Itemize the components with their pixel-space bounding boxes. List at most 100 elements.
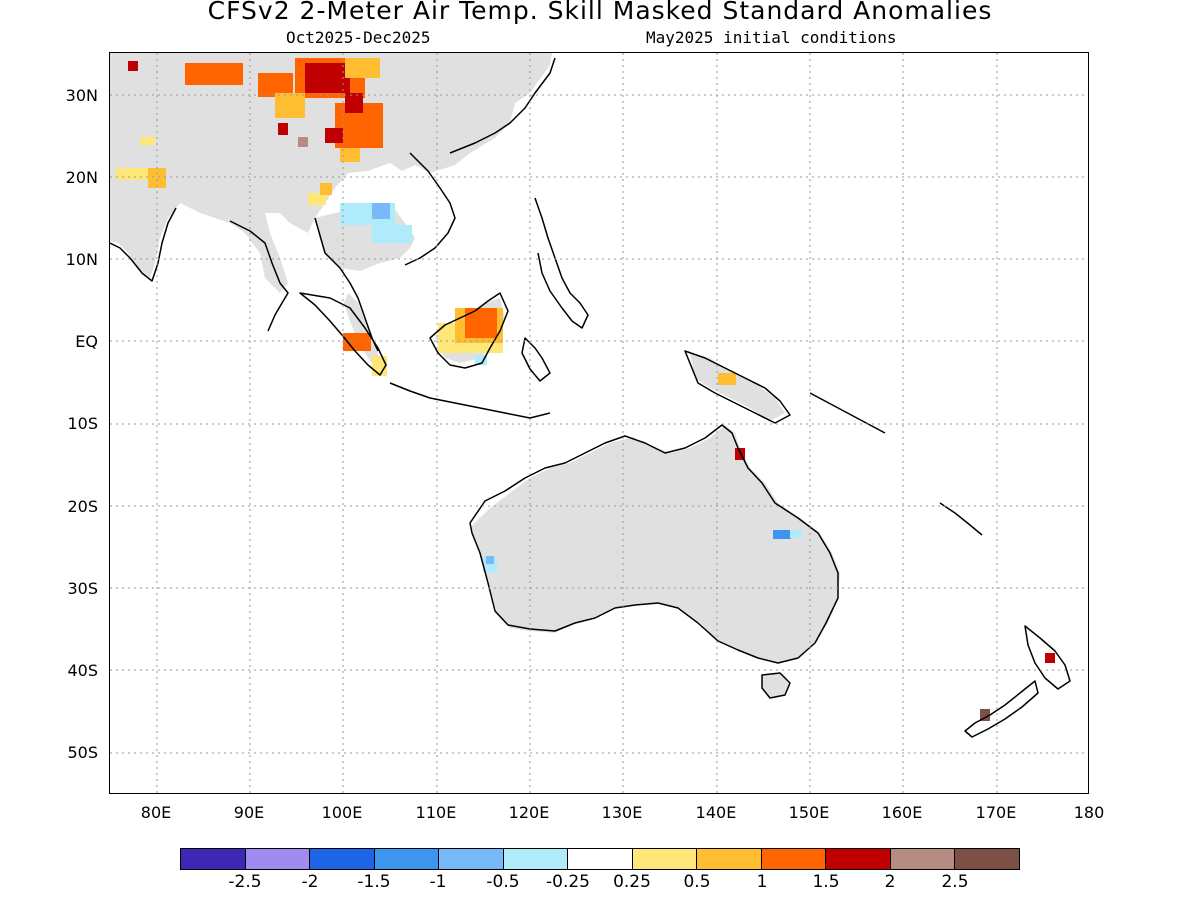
coast-java [389, 382, 551, 419]
colorbar-label: 2.5 [941, 872, 969, 892]
coast-china [449, 57, 556, 154]
anomaly-cell [735, 448, 745, 460]
anomaly-cell [790, 530, 802, 538]
anomaly-cell [298, 137, 308, 147]
colorbar-label: -2 [301, 872, 319, 892]
colorbar-label: -0.5 [486, 872, 520, 892]
anomaly-cell [372, 225, 412, 243]
graticule [110, 53, 1088, 793]
colorbar-box [568, 849, 633, 869]
coast-png [684, 350, 791, 424]
anomaly-cell [128, 61, 138, 71]
coast-borneo [429, 292, 509, 369]
colorbar-box [955, 849, 1019, 869]
anomaly-cell [980, 709, 990, 721]
colorbar-box [761, 849, 827, 869]
map-svg [110, 53, 1088, 793]
colorbar-label: 0.25 [613, 872, 651, 892]
colorbar-box [697, 849, 762, 869]
colorbar-box [181, 849, 246, 869]
lat-label-50s: 50S [67, 743, 98, 762]
map-panel [109, 52, 1089, 794]
lon-label-100e: 100E [321, 803, 363, 822]
colorbar-box [374, 849, 440, 869]
land-australia [470, 425, 840, 663]
anomaly-cell [325, 128, 343, 143]
land-mask [110, 53, 840, 698]
colorbar-label: 0.5 [683, 872, 711, 892]
lat-label-20s: 20S [67, 497, 98, 516]
anomaly-cell [185, 63, 243, 85]
colorbar [180, 848, 1020, 870]
lon-label-80e: 80E [140, 803, 172, 822]
lat-label-eq: EQ [75, 332, 98, 351]
anomaly-cell [475, 355, 487, 365]
lat-label-20n: 20N [65, 168, 98, 187]
coastlines [110, 57, 1071, 738]
anomaly-cell [320, 183, 332, 195]
map-title: CFSv2 2-Meter Air Temp. Skill Masked Sta… [207, 0, 993, 25]
land-tasmania [762, 673, 790, 698]
colorbar-label: -1 [429, 872, 447, 892]
colorbar-box [632, 849, 698, 869]
anomaly-cell [308, 193, 326, 205]
anomaly-patches [116, 58, 1055, 721]
coast-new-zealand-south [964, 680, 1039, 738]
lon-label-160e: 160E [881, 803, 923, 822]
period-label: Oct2025-Dec2025 [286, 28, 431, 47]
lat-label-30n: 30N [65, 86, 98, 105]
anomaly-cell [140, 137, 155, 145]
anomaly-cell [278, 123, 288, 135]
lon-label-120e: 120E [508, 803, 550, 822]
colorbar-box [310, 849, 375, 869]
coast-solomons [809, 392, 886, 434]
anomaly-cell [275, 93, 305, 118]
anomaly-cell [148, 168, 166, 188]
coast-sulawesi [521, 337, 551, 382]
anomaly-cell [343, 333, 371, 351]
lon-label-110e: 110E [415, 803, 457, 822]
coast-australia [469, 424, 839, 664]
coast-new-caledonia [939, 502, 983, 536]
lat-label-10n: 10N [65, 250, 98, 269]
anomaly-cell [340, 148, 360, 162]
lon-label-170e: 170E [975, 803, 1017, 822]
coast-india [110, 207, 177, 282]
lat-label-40s: 40S [67, 661, 98, 680]
colorbar-label: 1 [756, 872, 768, 892]
init-conditions-label: May2025 initial conditions [646, 28, 897, 47]
colorbar-label: 2 [884, 872, 896, 892]
colorbar-label: 1.5 [812, 872, 840, 892]
coast-new-zealand-north [1024, 625, 1071, 690]
coast-burma-indochina [229, 217, 379, 352]
anomaly-cell [718, 373, 736, 385]
anomaly-cell [773, 530, 791, 539]
colorbar-label: -1.5 [357, 872, 391, 892]
lon-label-130e: 130E [601, 803, 643, 822]
lon-label-90e: 90E [233, 803, 265, 822]
lat-label-10s: 10S [67, 414, 98, 433]
anomaly-cell [465, 308, 497, 338]
colorbar-box [890, 849, 956, 869]
lon-label-140e: 140E [695, 803, 737, 822]
coast-sumatra [299, 292, 387, 376]
colorbar-label: -2.5 [228, 872, 262, 892]
anomaly-cell [345, 93, 363, 113]
colorbar-label: -0.25 [546, 872, 590, 892]
lat-label-30s: 30S [67, 579, 98, 598]
anomaly-cell [1045, 653, 1055, 663]
land-asia [110, 53, 552, 293]
lon-label-180: 180 [1073, 803, 1105, 822]
land-png [690, 353, 785, 421]
coast-tasmania [761, 672, 791, 699]
colorbar-box [503, 849, 569, 869]
coast-indochina-east [404, 152, 456, 266]
anomaly-cell [486, 556, 494, 564]
lon-label-150e: 150E [788, 803, 830, 822]
anomaly-cell [345, 58, 380, 78]
colorbar-box [245, 849, 311, 869]
coast-philippines [534, 197, 589, 329]
colorbar-box [826, 849, 891, 869]
anomaly-cell [372, 203, 390, 219]
colorbar-box [439, 849, 504, 869]
